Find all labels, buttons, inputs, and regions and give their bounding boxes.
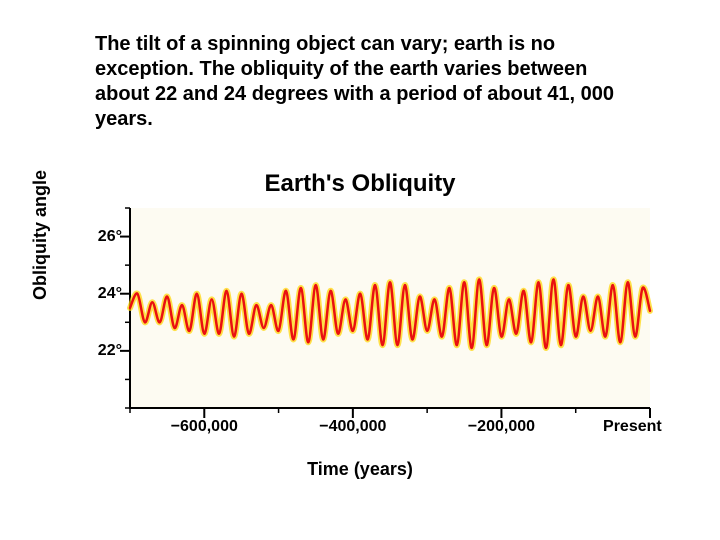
series-line xyxy=(130,208,650,408)
caption-text: The tilt of a spinning object can vary; … xyxy=(95,32,635,132)
x-axis-label: Time (years) xyxy=(40,459,680,480)
y-tick-label: 22° xyxy=(98,342,122,360)
x-tick-label: Present xyxy=(603,418,662,436)
obliquity-chart: Earth's Obliquity Obliquity angle 22°24°… xyxy=(40,170,680,480)
y-tick-label: 24° xyxy=(98,285,122,303)
slide: The tilt of a spinning object can vary; … xyxy=(0,0,720,540)
chart-title: Earth's Obliquity xyxy=(40,170,680,198)
x-tick-label: −200,000 xyxy=(468,418,535,436)
x-tick-label: −400,000 xyxy=(319,418,386,436)
plot-area: 22°24°26°−600,000−400,000−200,000Present xyxy=(130,208,650,408)
y-tick-label: 26° xyxy=(98,228,122,246)
y-axis-label: Obliquity angle xyxy=(30,170,51,300)
x-tick-label: −600,000 xyxy=(171,418,238,436)
